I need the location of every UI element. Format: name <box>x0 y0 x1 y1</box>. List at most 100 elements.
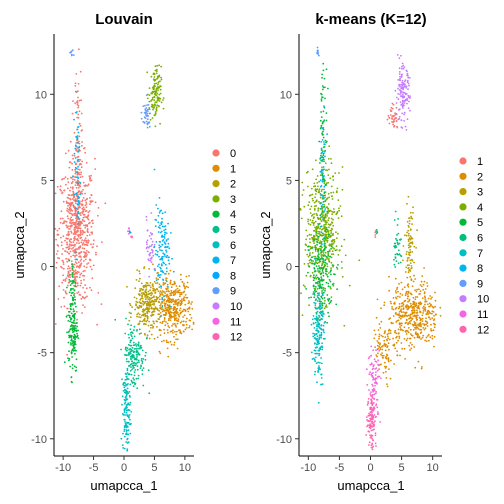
data-point <box>397 98 400 101</box>
data-point <box>320 159 323 162</box>
data-point <box>321 318 323 321</box>
data-point <box>74 298 77 301</box>
data-point <box>71 54 73 56</box>
data-point <box>151 296 154 299</box>
data-point <box>59 188 61 191</box>
data-point <box>409 313 412 316</box>
data-point <box>411 285 414 287</box>
data-point <box>321 211 324 214</box>
legend-label: 8 <box>477 263 483 275</box>
data-point <box>433 345 435 348</box>
data-point <box>182 284 185 287</box>
y-tick-label: -10 <box>276 434 292 446</box>
data-point <box>144 108 147 111</box>
data-point <box>395 341 398 344</box>
data-point <box>66 201 69 204</box>
data-point <box>84 185 87 188</box>
data-point <box>406 264 409 267</box>
data-point <box>156 336 159 339</box>
data-point <box>315 265 318 267</box>
data-point <box>312 322 315 324</box>
data-point <box>78 172 80 174</box>
data-point <box>327 158 330 160</box>
data-point <box>76 159 79 162</box>
data-point <box>330 296 333 298</box>
data-point <box>312 217 315 220</box>
data-point <box>395 332 398 335</box>
data-point <box>398 337 401 339</box>
data-point <box>132 364 134 367</box>
data-point <box>167 325 170 327</box>
data-point <box>322 260 325 262</box>
data-point <box>94 168 97 171</box>
data-point <box>162 295 165 298</box>
data-point <box>159 97 162 100</box>
data-point <box>316 295 319 297</box>
data-point <box>314 349 317 352</box>
data-point <box>133 296 136 299</box>
x-tick-label: 5 <box>399 462 405 474</box>
data-point <box>133 371 136 374</box>
data-point <box>84 237 87 240</box>
data-point <box>89 177 91 179</box>
data-point <box>395 260 398 263</box>
data-point <box>169 340 172 343</box>
data-point <box>124 419 126 421</box>
data-point <box>403 338 406 340</box>
data-point <box>321 158 324 161</box>
data-point <box>89 180 92 182</box>
legend-label: 11 <box>477 309 488 321</box>
data-point <box>175 326 178 328</box>
data-point <box>76 282 79 285</box>
data-point <box>321 310 324 313</box>
data-point <box>330 162 333 165</box>
data-point <box>371 375 374 378</box>
data-point <box>416 312 418 314</box>
data-point <box>157 85 159 88</box>
data-point <box>167 355 170 358</box>
data-point <box>168 262 171 265</box>
data-point <box>182 324 184 326</box>
data-point <box>133 335 136 338</box>
data-point <box>319 214 322 217</box>
data-point <box>73 316 76 318</box>
data-point <box>387 342 390 345</box>
data-point <box>123 426 126 429</box>
data-point <box>132 367 135 369</box>
data-point <box>147 304 149 306</box>
data-point <box>318 180 320 183</box>
legend-swatch <box>459 172 467 180</box>
data-point <box>402 245 405 247</box>
data-point <box>91 231 93 234</box>
data-point <box>125 395 128 397</box>
data-point <box>374 333 377 336</box>
data-point <box>85 266 88 269</box>
data-point <box>371 372 373 375</box>
data-point <box>159 307 162 310</box>
data-point <box>80 236 83 239</box>
data-point <box>366 404 369 406</box>
data-point <box>314 289 316 292</box>
data-point <box>329 177 332 180</box>
data-point <box>404 99 407 102</box>
data-point <box>83 213 86 216</box>
data-point <box>90 220 93 222</box>
data-point <box>164 304 166 306</box>
data-point <box>371 408 373 411</box>
data-point <box>80 282 83 285</box>
data-point <box>400 305 403 308</box>
legend-label: 2 <box>477 171 483 183</box>
data-point <box>162 252 165 255</box>
data-point <box>371 411 373 414</box>
data-point <box>80 262 83 265</box>
data-point <box>73 318 76 320</box>
data-point <box>77 207 80 209</box>
data-point <box>149 303 152 306</box>
data-point <box>146 314 149 317</box>
data-point <box>324 259 326 262</box>
x-tick-label: -10 <box>300 462 316 474</box>
data-point <box>311 256 314 258</box>
data-point <box>134 287 137 290</box>
data-point <box>63 177 65 180</box>
data-point <box>77 106 80 109</box>
